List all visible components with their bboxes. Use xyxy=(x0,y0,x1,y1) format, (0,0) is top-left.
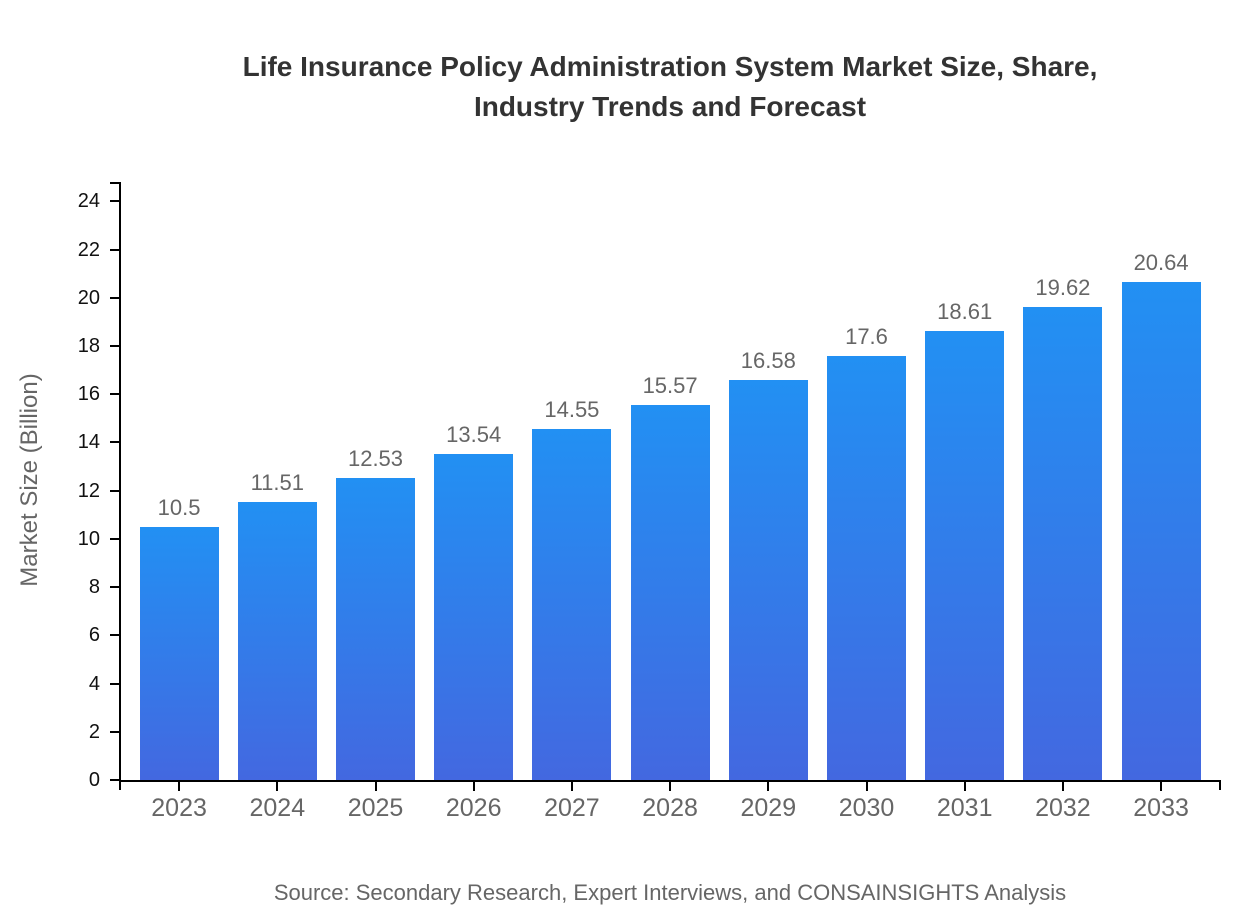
x-tick-label: 2029 xyxy=(740,794,797,822)
chart-title: Life Insurance Policy Administration Sys… xyxy=(242,51,1098,122)
bar-value-label: 12.53 xyxy=(347,445,404,471)
x-tick-mark xyxy=(1061,782,1064,791)
y-tick-mark xyxy=(110,296,121,299)
y-tick-label: 18 xyxy=(77,334,100,357)
x-tick-label: 2030 xyxy=(838,794,895,822)
y-tick-label: 14 xyxy=(77,431,100,454)
x-tick-mark xyxy=(865,782,868,791)
source-note: Source: Secondary Research, Expert Inter… xyxy=(273,880,1067,905)
x-tick-mark xyxy=(472,782,475,791)
x-tick-mark xyxy=(374,782,377,791)
y-tick-label: 20 xyxy=(77,286,100,309)
y-tick-mark xyxy=(110,537,121,540)
y-axis-line xyxy=(119,182,121,790)
x-tick-label: 2026 xyxy=(445,794,502,822)
x-tick-mark xyxy=(963,782,966,791)
y-tick-label: 6 xyxy=(88,624,100,647)
y-tick-mark xyxy=(110,393,121,396)
bar-value-label: 14.55 xyxy=(544,397,600,423)
x-tick-label: 2027 xyxy=(544,794,600,822)
bar-value-label: 17.6 xyxy=(845,323,888,349)
x-tick-mark xyxy=(767,782,770,791)
x-tick-mark xyxy=(669,782,672,791)
x-tick-mark xyxy=(178,782,181,791)
bar-value-label: 18.61 xyxy=(937,299,993,325)
x-axis-line xyxy=(119,780,1221,782)
bar xyxy=(532,429,612,780)
y-tick-mark xyxy=(110,634,121,637)
bar-value-label: 13.54 xyxy=(446,421,502,447)
x-tick-mark xyxy=(570,782,573,791)
bar-value-label: 15.57 xyxy=(642,372,698,398)
y-tick-label: 2 xyxy=(88,720,100,743)
y-tick-mark xyxy=(110,682,121,685)
y-tick-mark xyxy=(110,441,121,444)
y-tick-label: 4 xyxy=(88,672,100,695)
x-tick-label: 2025 xyxy=(347,794,404,822)
x-tick-mark xyxy=(1160,782,1163,791)
bar xyxy=(237,502,317,780)
bar xyxy=(827,355,906,780)
y-tick-mark xyxy=(110,779,121,781)
y-tick-mark xyxy=(110,248,121,251)
y-tick-mark xyxy=(110,489,121,492)
x-axis-right-cap xyxy=(1219,780,1221,790)
y-axis-top-cap xyxy=(110,182,121,184)
x-tick-label: 2032 xyxy=(1035,794,1091,822)
y-tick-label: 0 xyxy=(88,769,100,791)
x-tick-label: 2024 xyxy=(249,794,306,822)
bar xyxy=(728,380,808,780)
bar xyxy=(434,453,514,780)
y-tick-label: 16 xyxy=(77,383,100,406)
y-tick-label: 10 xyxy=(77,527,100,550)
y-tick-label: 24 xyxy=(77,190,100,213)
y-tick-label: 8 xyxy=(88,576,100,599)
bar xyxy=(336,477,415,780)
y-tick-label: 22 xyxy=(77,238,100,261)
bar xyxy=(925,331,1005,780)
x-tick-label: 2033 xyxy=(1133,794,1189,822)
y-tick-label: 12 xyxy=(77,479,100,502)
bar-value-label: 16.58 xyxy=(740,348,796,374)
bar xyxy=(630,404,710,780)
bar-value-label: 10.5 xyxy=(157,494,201,520)
y-tick-mark xyxy=(110,344,121,347)
x-tick-mark xyxy=(276,782,279,791)
x-tick-label: 2028 xyxy=(642,794,698,822)
y-tick-mark xyxy=(110,730,121,733)
bar-value-label: 20.64 xyxy=(1133,250,1189,276)
bar xyxy=(139,526,219,780)
bar-value-label: 11.51 xyxy=(250,470,304,496)
x-tick-label: 2031 xyxy=(936,794,993,822)
y-tick-mark xyxy=(110,200,121,203)
bar-value-label: 19.62 xyxy=(1035,274,1091,300)
x-tick-label: 2023 xyxy=(151,794,207,822)
bar xyxy=(1121,282,1201,780)
bar xyxy=(1023,306,1103,780)
y-tick-mark xyxy=(110,586,121,589)
